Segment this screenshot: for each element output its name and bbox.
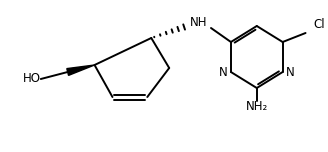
- Text: NH₂: NH₂: [246, 100, 268, 114]
- Text: HO: HO: [23, 73, 41, 85]
- Text: Cl: Cl: [314, 19, 325, 31]
- Text: NH: NH: [190, 16, 208, 29]
- Polygon shape: [67, 65, 94, 75]
- Text: N: N: [218, 66, 227, 78]
- Text: N: N: [286, 66, 295, 78]
